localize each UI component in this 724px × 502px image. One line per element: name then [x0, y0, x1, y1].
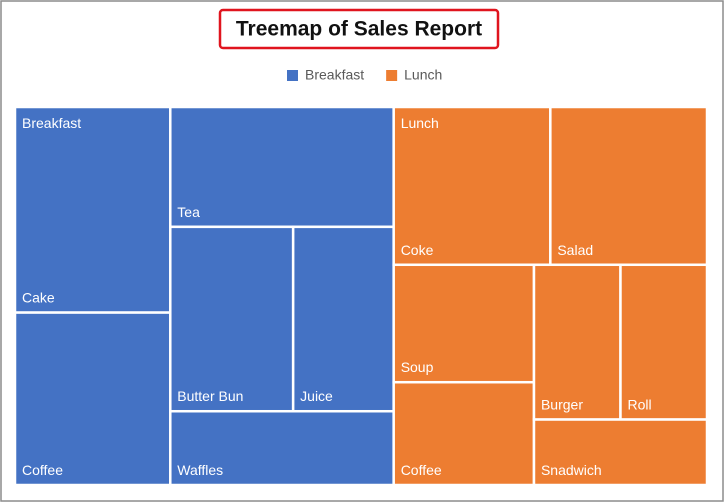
legend-swatch: [386, 70, 398, 81]
tile-label: Snadwich: [541, 462, 602, 478]
treemap-tile: [169, 105, 395, 229]
treemap-tile: [291, 225, 395, 413]
chart-title: Treemap of Sales Report: [236, 18, 482, 41]
treemap-tile: [392, 263, 536, 384]
tile-label: Cake: [22, 290, 55, 306]
treemap-tile: [549, 105, 709, 267]
tile-label: Coffee: [22, 462, 63, 478]
treemap-tile: [532, 418, 709, 487]
treemap-tile: [392, 105, 552, 267]
treemap-tile: [13, 311, 172, 487]
tile-label: Coke: [401, 242, 434, 258]
tile-label: Juice: [300, 388, 333, 404]
treemap-tile: [619, 263, 709, 421]
treemap-tile: [169, 409, 395, 487]
tile-label: Roll: [627, 397, 651, 413]
treemap-tile: [13, 105, 172, 314]
treemap-tile: [392, 380, 536, 487]
legend-label: Lunch: [404, 67, 442, 83]
group-label: Breakfast: [22, 115, 81, 131]
plot-area: Cake Breakfast Coffee Tea Butter Bun Juice Waf…: [13, 105, 709, 487]
tile-label: Coffee: [401, 462, 442, 478]
legend: Breakfast Lunch: [287, 67, 442, 83]
tile-label: Burger: [541, 397, 583, 413]
legend-swatch: [287, 70, 298, 81]
tile-label: Salad: [557, 242, 593, 258]
treemap-tile: [169, 225, 295, 413]
tile-label: Butter Bun: [177, 388, 243, 404]
legend-label: Breakfast: [305, 67, 364, 83]
tile-label: Waffles: [177, 462, 223, 478]
group-label: Lunch: [401, 115, 439, 131]
tile-label: Soup: [401, 359, 434, 375]
title-box: [218, 8, 500, 50]
tile-label: Tea: [177, 204, 200, 220]
